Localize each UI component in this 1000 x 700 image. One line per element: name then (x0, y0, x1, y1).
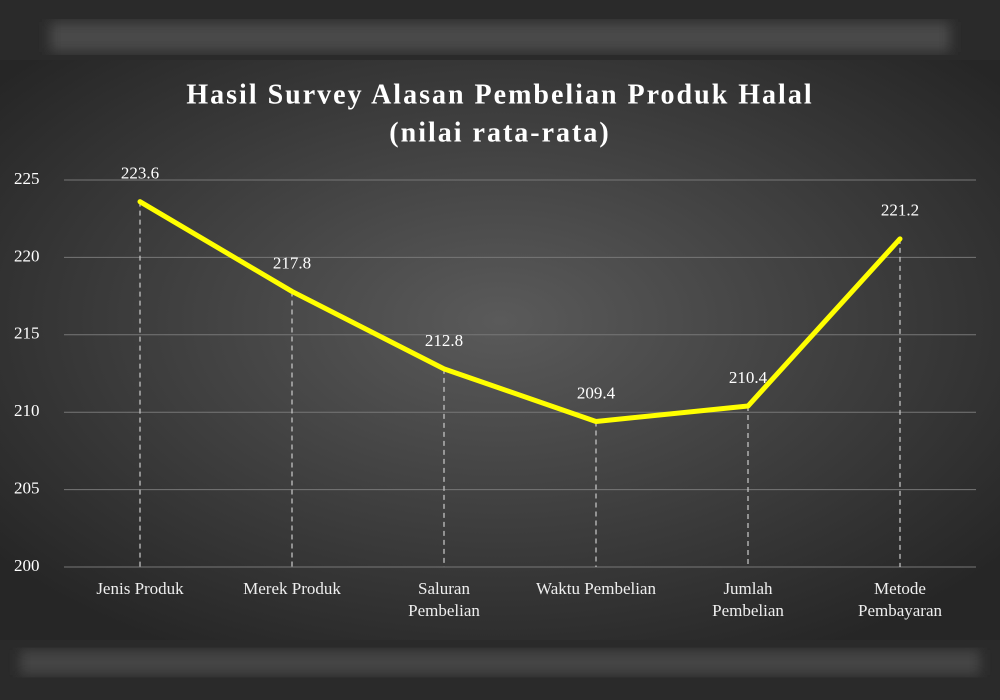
blurred-footer (20, 650, 980, 675)
x-tick-label: Merek Produk (243, 579, 341, 598)
data-label: 217.8 (273, 253, 311, 272)
data-label: 212.8 (425, 331, 463, 350)
y-tick-label: 220 (14, 246, 40, 265)
blurred-header (50, 22, 950, 52)
data-line (137, 199, 903, 424)
data-label: 210.4 (729, 368, 768, 387)
y-tick-label: 225 (14, 169, 40, 188)
data-label: 223.6 (121, 164, 159, 183)
y-tick-label: 210 (14, 401, 40, 420)
y-tick-label: 215 (14, 324, 40, 343)
chart-panel (0, 60, 1000, 640)
y-tick-label: 200 (14, 556, 40, 575)
x-tick-label: Jumlah Pembelian (712, 579, 784, 620)
chart-subtitle: (nilai rata-rata) (389, 117, 610, 148)
chart-title: Hasil Survey Alasan Pembelian Produk Hal… (186, 79, 813, 110)
y-tick-label: 205 (14, 479, 40, 498)
x-tick-label: Saluran Pembelian (408, 579, 480, 620)
data-label: 209.4 (577, 383, 616, 402)
data-label: 221.2 (881, 201, 919, 220)
x-tick-label: Waktu Pembelian (536, 579, 656, 598)
x-tick-label: Metode Pembayaran (857, 579, 943, 620)
x-tick-label: Jenis Produk (96, 579, 184, 598)
